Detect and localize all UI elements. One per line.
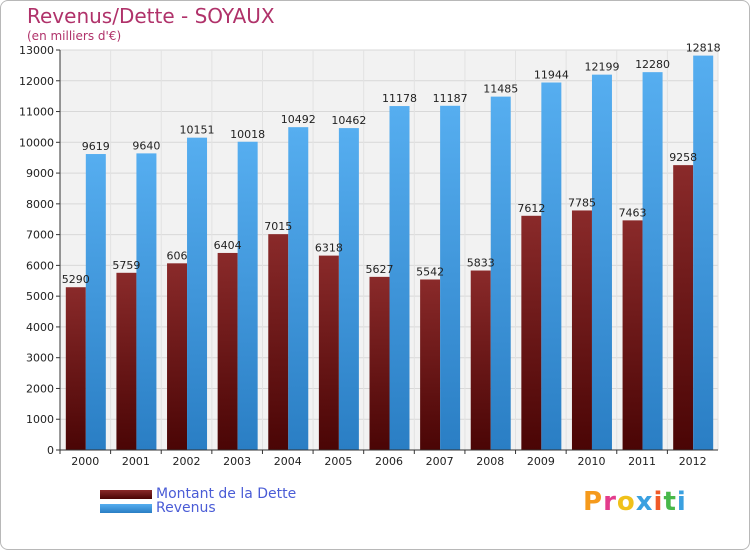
y-tick-label: 13000 [19,44,54,57]
logo-letter: i [676,487,687,517]
bar-dette [521,215,542,450]
data-label-dette: 7612 [517,202,545,215]
bar-dette [369,276,390,450]
legend-swatch-revenus [100,503,152,513]
data-label-dette: 5627 [366,263,394,276]
data-label-revenus: 12818 [686,42,721,55]
bar-revenus [85,154,106,450]
data-label-dette: 5759 [112,259,140,272]
x-tick-label: 2003 [223,455,251,468]
legend-item-dette: Montant de la Dette [100,486,296,502]
data-label-dette: 7015 [264,220,292,233]
y-tick-label: 3000 [26,352,54,365]
data-label-revenus: 11485 [483,83,518,96]
bar-revenus [642,72,663,451]
bar-revenus [288,127,309,451]
y-tick-label: 11000 [19,106,54,119]
proxiti-logo: Proxiti [583,487,687,517]
y-tick-label: 9000 [26,167,54,180]
y-tick-label: 8000 [26,198,54,211]
y-tick-label: 2000 [26,382,54,395]
y-tick-label: 10000 [19,136,54,149]
bar-dette [571,210,592,450]
y-tick-label: 12000 [19,75,54,88]
bar-revenus [136,153,157,450]
x-tick-label: 2001 [122,455,150,468]
data-label-revenus: 12280 [635,58,670,71]
data-label-dette: 7463 [619,206,647,219]
legend-label-dette: Montant de la Dette [156,486,297,502]
data-label-dette: 9258 [669,151,697,164]
y-tick-label: 0 [47,444,54,457]
data-label-dette: 6318 [315,242,343,255]
data-label-dette: 5290 [62,273,90,286]
x-tick-label: 2000 [71,455,99,468]
axes: 0 1000 2000 3000 4000 5000 6000 7000 8000 9000 100… [19,44,718,468]
data-label-revenus: 10018 [230,128,265,141]
legend-swatch-dette [100,489,152,499]
bar-revenus [541,82,562,450]
data-label-dette: 7785 [568,196,596,209]
bar-dette [65,287,86,450]
bar-dette [268,234,289,450]
bars [65,55,714,451]
data-label-dette: 5833 [467,257,495,270]
bar-dette [420,279,441,450]
x-tick-label: 2007 [426,455,454,468]
bar-dette [217,252,238,450]
y-tick-label: 6000 [26,259,54,272]
data-label-revenus: 10462 [331,114,366,127]
chart-subtitle: (en milliers d'€) [27,29,122,43]
bar-revenus [389,106,410,451]
logo-letter: P [583,487,604,517]
data-label-revenus: 9619 [82,140,110,153]
data-label-revenus: 11187 [433,92,468,105]
data-label-revenus: 11178 [382,92,417,105]
bar-dette [673,165,694,450]
x-tick-label: 2002 [173,455,201,468]
x-tick-label: 2008 [476,455,504,468]
data-label-revenus: 10492 [281,113,316,126]
bar-dette [622,220,643,450]
logo-letter: t [663,487,677,517]
data-label-revenus: 11944 [534,68,569,81]
bar-revenus [237,141,258,450]
x-tick-label: 2010 [577,455,605,468]
logo-letter: x [635,487,654,517]
bar-revenus [693,55,714,450]
logo-letter: o [616,487,636,517]
data-label-revenus: 12199 [584,61,619,74]
logo-letter: r [603,487,617,517]
bar-revenus [338,128,359,451]
chart-title: Revenus/Dette - SOYAUX [27,4,275,28]
bar-dette [167,263,188,450]
x-tick-label: 2011 [628,455,656,468]
data-label-revenus: 10151 [180,124,215,137]
data-label-revenus: 9640 [132,139,160,152]
bar-dette [470,270,491,450]
legend-item-revenus: Revenus [100,500,216,516]
logo-letter: i [653,487,664,517]
x-tick-label: 2009 [527,455,555,468]
bar-revenus [591,74,612,451]
x-tick-label: 2004 [274,455,302,468]
y-tick-label: 1000 [26,413,54,426]
bar-dette [318,255,339,450]
data-label-dette: 5542 [416,265,444,278]
bar-revenus [490,96,511,450]
bar-revenus [187,137,208,450]
x-tick-label: 2006 [375,455,403,468]
data-label-dette: 6404 [214,239,242,252]
data-label-dette: 606 [167,249,188,262]
data-labels: 5290 9619 5759 9640 606 10151 6404 10018 7015 104… [62,42,721,287]
x-tick-label: 2005 [324,455,352,468]
bar-dette [116,272,137,450]
x-tick-label: 2012 [679,455,707,468]
y-tick-label: 7000 [26,229,54,242]
bar-revenus [440,105,461,451]
legend-label-revenus: Revenus [156,500,216,516]
y-tick-label: 5000 [26,290,54,303]
y-tick-label: 4000 [26,321,54,334]
